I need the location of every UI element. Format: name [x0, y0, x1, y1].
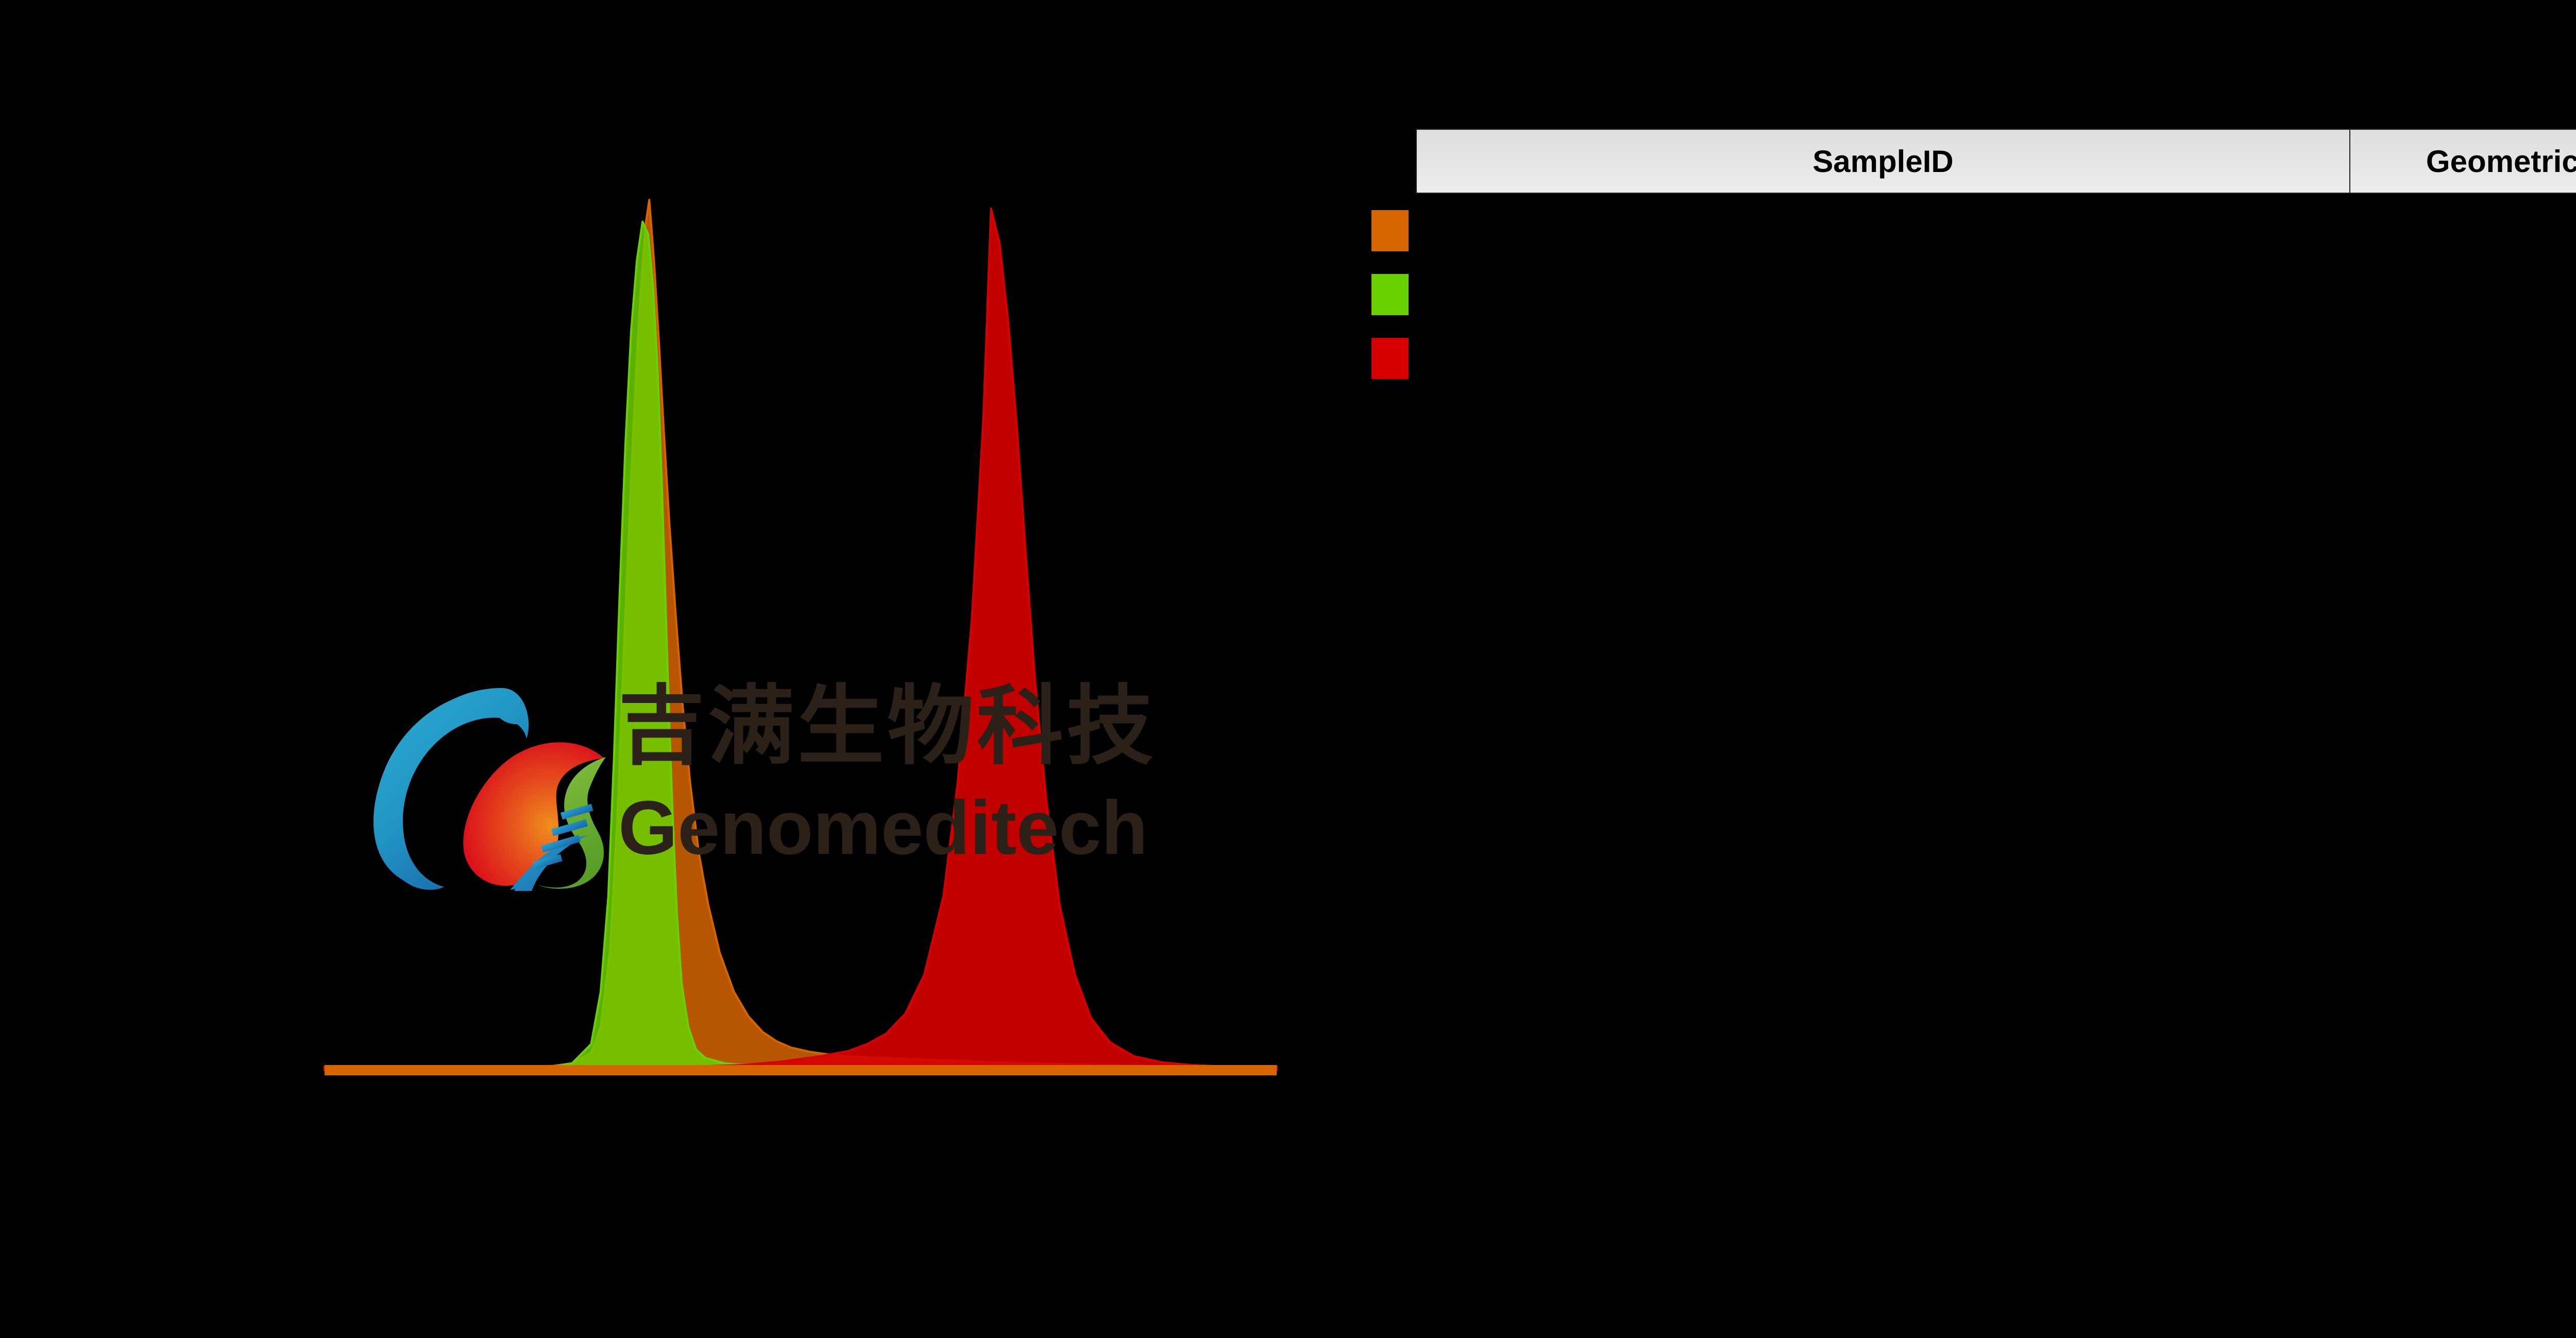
plot-area: 吉满生物科技 Genomeditech: [324, 199, 1278, 1075]
column-header-sampleid[interactable]: SampleID: [1416, 129, 2350, 194]
legend-color-swatch[interactable]: [1371, 274, 1409, 315]
legend-item[interactable]: [1371, 274, 1526, 338]
column-header-geometric-mean[interactable]: Geometric Mean : FL11-H: [2349, 129, 2576, 194]
histogram-series-green-histogram: [324, 220, 1278, 1071]
legend-item[interactable]: [1371, 210, 1526, 274]
legend-color-swatch[interactable]: [1371, 210, 1409, 251]
statistics-table-head: SampleID Geometric Mean : FL11-H: [1416, 129, 2576, 194]
legend-item[interactable]: [1371, 338, 1526, 402]
table-header-row: SampleID Geometric Mean : FL11-H: [1416, 129, 2576, 194]
series-legend: [1371, 210, 1526, 402]
legend-color-swatch[interactable]: [1371, 338, 1409, 379]
histogram-series-orange-histogram: [324, 199, 1278, 1071]
histogram-series-red-histogram: [324, 207, 1278, 1071]
statistics-table: SampleID Geometric Mean : FL11-H: [1416, 129, 2576, 194]
histogram-chart: [324, 199, 1278, 1075]
histogram-baseline: [325, 1065, 1277, 1075]
